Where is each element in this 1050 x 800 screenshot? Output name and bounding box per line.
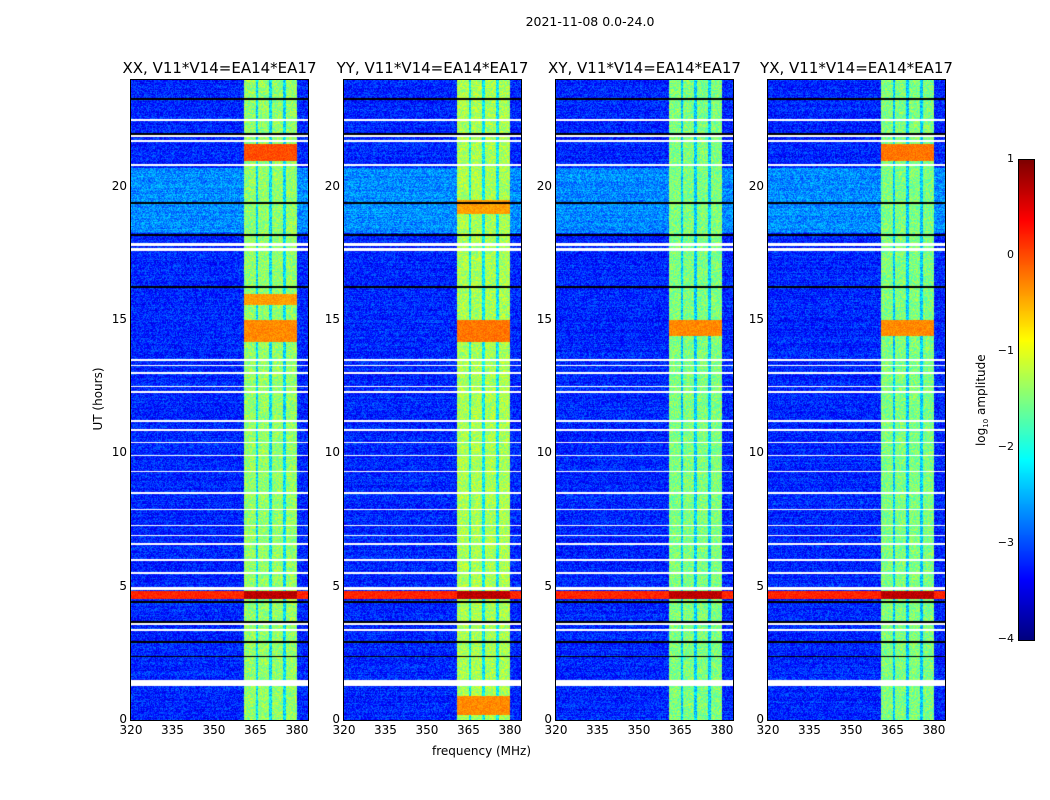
y-tick-label: 15 xyxy=(536,312,552,326)
x-axis-label: frequency (MHz) xyxy=(432,744,532,758)
x-tick-label: 380 xyxy=(922,723,946,737)
heatmap-panel xyxy=(768,80,945,720)
colorbar-gradient xyxy=(1019,160,1034,640)
colorbar-tick-label: 0 xyxy=(1007,248,1014,261)
panel-title: YX, V11*V14=EA14*EA17 xyxy=(760,59,953,77)
y-tick-label: 20 xyxy=(111,178,127,193)
y-tick-label: 5 xyxy=(332,578,340,593)
x-tick-label: 350 xyxy=(415,723,439,737)
x-tick-label: 320 xyxy=(544,723,568,737)
heatmap-panel xyxy=(344,80,521,720)
panel-title: XX, V11*V14=EA14*EA17 xyxy=(122,59,317,77)
y-tick-label: 5 xyxy=(544,578,552,593)
x-tick-label: 380 xyxy=(710,723,734,737)
heatmap-panel xyxy=(131,80,308,720)
x-tick-label: 335 xyxy=(798,723,821,737)
figure-title: 2021-11-08 0.0-24.0 xyxy=(525,14,655,29)
x-tick-label: 380 xyxy=(498,723,522,737)
y-tick-label: 0 xyxy=(544,712,552,726)
heatmap-panel xyxy=(556,80,733,720)
colorbar-tick-label: −1 xyxy=(997,344,1014,357)
y-axis-label: UT (hours) xyxy=(91,367,105,431)
x-tick-label: 335 xyxy=(161,723,184,737)
y-tick-label: 15 xyxy=(324,312,340,326)
x-tick-label: 320 xyxy=(756,723,780,737)
panel-title: YY, V11*V14=EA14*EA17 xyxy=(336,59,529,77)
x-tick-label: 365 xyxy=(669,723,692,737)
x-tick-label: 365 xyxy=(457,723,480,737)
colorbar-label: log10 amplitude xyxy=(973,354,991,447)
colorbar-tick-label: 1 xyxy=(1007,152,1014,165)
x-tick-label: 350 xyxy=(202,723,226,737)
y-tick-label: 15 xyxy=(748,312,764,326)
y-tick-label: 10 xyxy=(324,445,340,460)
y-tick-label: 5 xyxy=(119,578,127,593)
x-tick-label: 335 xyxy=(374,723,397,737)
x-tick-label: 350 xyxy=(627,723,651,737)
x-tick-label: 380 xyxy=(285,723,309,737)
x-tick-label: 320 xyxy=(119,723,143,737)
y-tick-label: 20 xyxy=(748,178,764,193)
x-tick-label: 335 xyxy=(586,723,609,737)
y-tick-label: 10 xyxy=(536,445,552,460)
y-tick-label: 0 xyxy=(332,712,340,726)
x-tick-label: 365 xyxy=(881,723,904,737)
y-tick-label: 10 xyxy=(111,445,127,460)
y-tick-label: 5 xyxy=(756,578,764,593)
y-tick-label: 15 xyxy=(111,312,127,326)
colorbar-tick-label: −4 xyxy=(997,632,1014,645)
panel-title: XY, V11*V14=EA14*EA17 xyxy=(548,59,741,77)
x-tick-label: 365 xyxy=(244,723,267,737)
y-tick-label: 10 xyxy=(748,445,764,460)
y-tick-label: 0 xyxy=(119,712,127,726)
colorbar-tick-label: −2 xyxy=(997,440,1014,453)
y-tick-label: 20 xyxy=(324,178,340,193)
x-tick-label: 320 xyxy=(332,723,356,737)
y-tick-label: 20 xyxy=(536,178,552,193)
y-tick-label: 0 xyxy=(756,712,764,726)
x-tick-label: 350 xyxy=(839,723,863,737)
colorbar-tick-label: −3 xyxy=(997,536,1014,549)
